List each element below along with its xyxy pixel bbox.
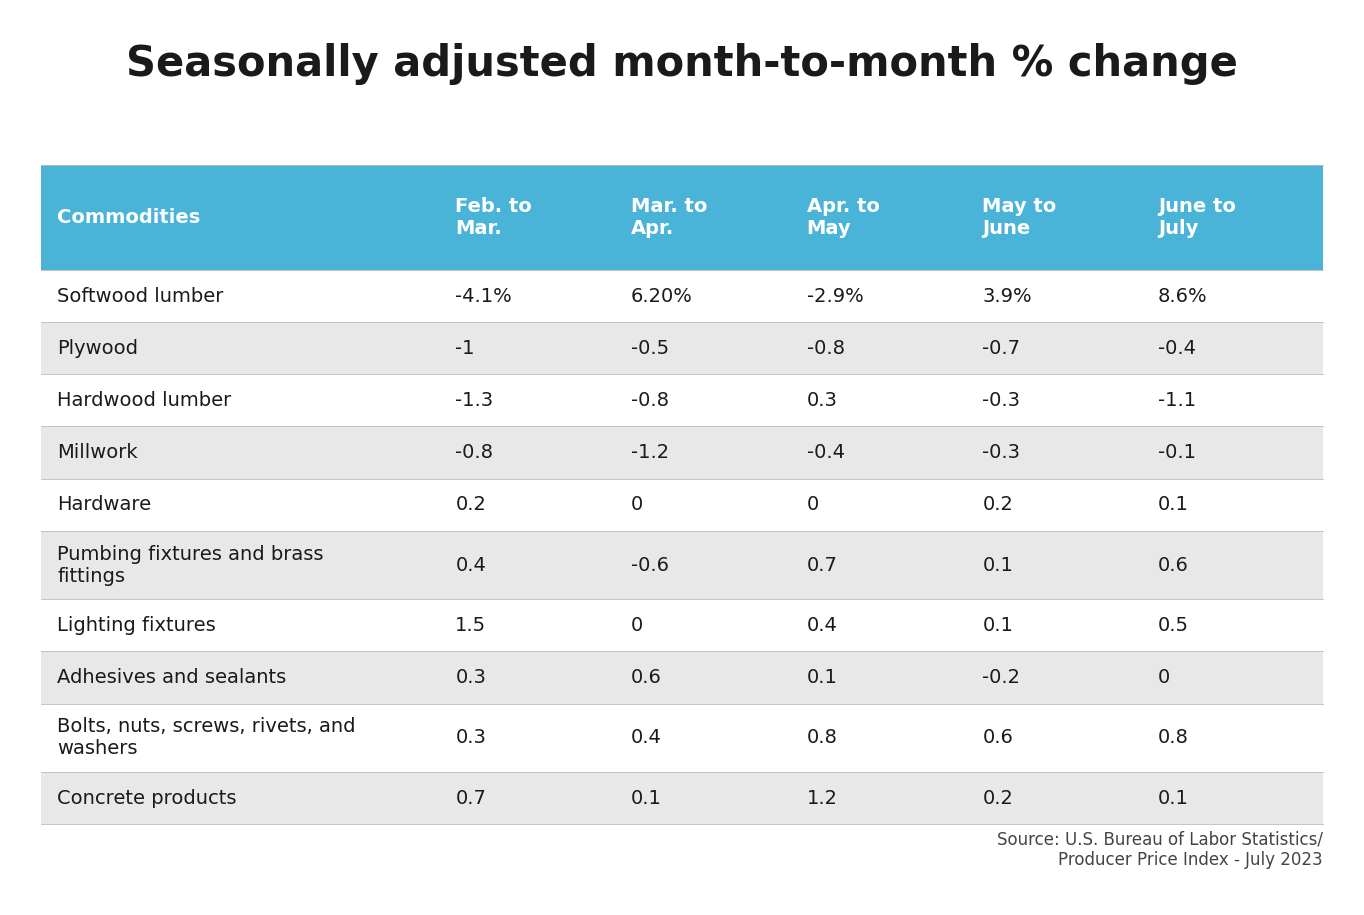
Text: 0.1: 0.1 [632,789,662,808]
Bar [797,165,971,270]
Text: -0.7: -0.7 [982,339,1020,358]
Text: -2.9%: -2.9% [806,286,863,306]
Text: 6.20%: 6.20% [632,286,693,306]
Text: 0.6: 0.6 [982,728,1013,748]
Text: 0.1: 0.1 [1158,789,1189,808]
Text: 0.4: 0.4 [806,616,837,635]
Text: 0.1: 0.1 [982,616,1013,635]
Bar [41,374,1323,426]
Text: -1.3: -1.3 [456,391,494,410]
Text: -4.1%: -4.1% [456,286,512,306]
Text: Seasonally adjusted month-to-month % change: Seasonally adjusted month-to-month % cha… [125,43,1239,85]
Text: -0.4: -0.4 [1158,339,1196,358]
Text: Adhesives and sealants: Adhesives and sealants [57,668,286,687]
Text: 0: 0 [632,495,644,514]
Text: Source: U.S. Bureau of Labor Statistics/
Producer Price Index - July 2023: Source: U.S. Bureau of Labor Statistics/… [997,831,1323,869]
Text: 0: 0 [1158,668,1170,687]
Text: 0.1: 0.1 [1158,495,1189,514]
Text: 0.7: 0.7 [806,555,837,575]
Text: Commodities: Commodities [57,208,201,227]
Text: -0.4: -0.4 [806,443,844,462]
Text: -0.3: -0.3 [982,391,1020,410]
Text: 0.1: 0.1 [806,668,837,687]
Text: 0.1: 0.1 [982,555,1013,575]
Bar [41,322,1323,374]
Text: 0.4: 0.4 [632,728,662,748]
Text: Hardwood lumber: Hardwood lumber [57,391,232,410]
Text: 0.7: 0.7 [456,789,486,808]
Text: 0.3: 0.3 [456,668,486,687]
Text: 0.6: 0.6 [632,668,662,687]
Text: -0.8: -0.8 [456,443,494,462]
Text: 8.6%: 8.6% [1158,286,1207,306]
Bar [41,651,1323,704]
Bar [41,599,1323,651]
Text: -0.2: -0.2 [982,668,1020,687]
Text: Feb. to
Mar.: Feb. to Mar. [456,197,532,238]
Text: 0.6: 0.6 [1158,555,1189,575]
Text: 0.2: 0.2 [456,495,486,514]
Text: -0.6: -0.6 [632,555,668,575]
Text: Pumbing fixtures and brass
fittings: Pumbing fixtures and brass fittings [57,544,323,586]
Text: 0.8: 0.8 [1158,728,1189,748]
Text: -1: -1 [456,339,475,358]
Text: Mar. to
Apr.: Mar. to Apr. [632,197,708,238]
Text: 0.2: 0.2 [982,789,1013,808]
Text: Hardware: Hardware [57,495,151,514]
Bar [41,772,1323,824]
Text: Bolts, nuts, screws, rivets, and
washers: Bolts, nuts, screws, rivets, and washers [57,717,356,759]
Text: 0.2: 0.2 [982,495,1013,514]
Text: 0.5: 0.5 [1158,616,1189,635]
Text: Lighting fixtures: Lighting fixtures [57,616,216,635]
Bar [445,165,621,270]
Text: -0.1: -0.1 [1158,443,1196,462]
Text: -0.3: -0.3 [982,443,1020,462]
Bar [41,165,445,270]
Text: 3.9%: 3.9% [982,286,1033,306]
Text: 0.3: 0.3 [806,391,837,410]
Text: Apr. to
May: Apr. to May [806,197,880,238]
Bar [41,479,1323,531]
Bar [41,426,1323,479]
Bar [41,270,1323,322]
Text: Millwork: Millwork [57,443,138,462]
Text: 0: 0 [806,495,818,514]
Bar [971,165,1147,270]
Bar [621,165,797,270]
Text: -1.1: -1.1 [1158,391,1196,410]
Text: Plywood: Plywood [57,339,138,358]
Bar [1147,165,1323,270]
Bar [41,704,1323,772]
Text: 1.5: 1.5 [456,616,487,635]
Text: 0.3: 0.3 [456,728,486,748]
Text: May to
June: May to June [982,197,1057,238]
Text: -0.5: -0.5 [632,339,670,358]
Text: Concrete products: Concrete products [57,789,236,808]
Text: -0.8: -0.8 [806,339,844,358]
Text: 0: 0 [632,616,644,635]
Text: Softwood lumber: Softwood lumber [57,286,224,306]
Text: -0.8: -0.8 [632,391,668,410]
Bar [41,531,1323,599]
Text: 1.2: 1.2 [806,789,837,808]
Text: -1.2: -1.2 [632,443,670,462]
Text: June to
July: June to July [1158,197,1236,238]
Text: 0.8: 0.8 [806,728,837,748]
Text: 0.4: 0.4 [456,555,486,575]
